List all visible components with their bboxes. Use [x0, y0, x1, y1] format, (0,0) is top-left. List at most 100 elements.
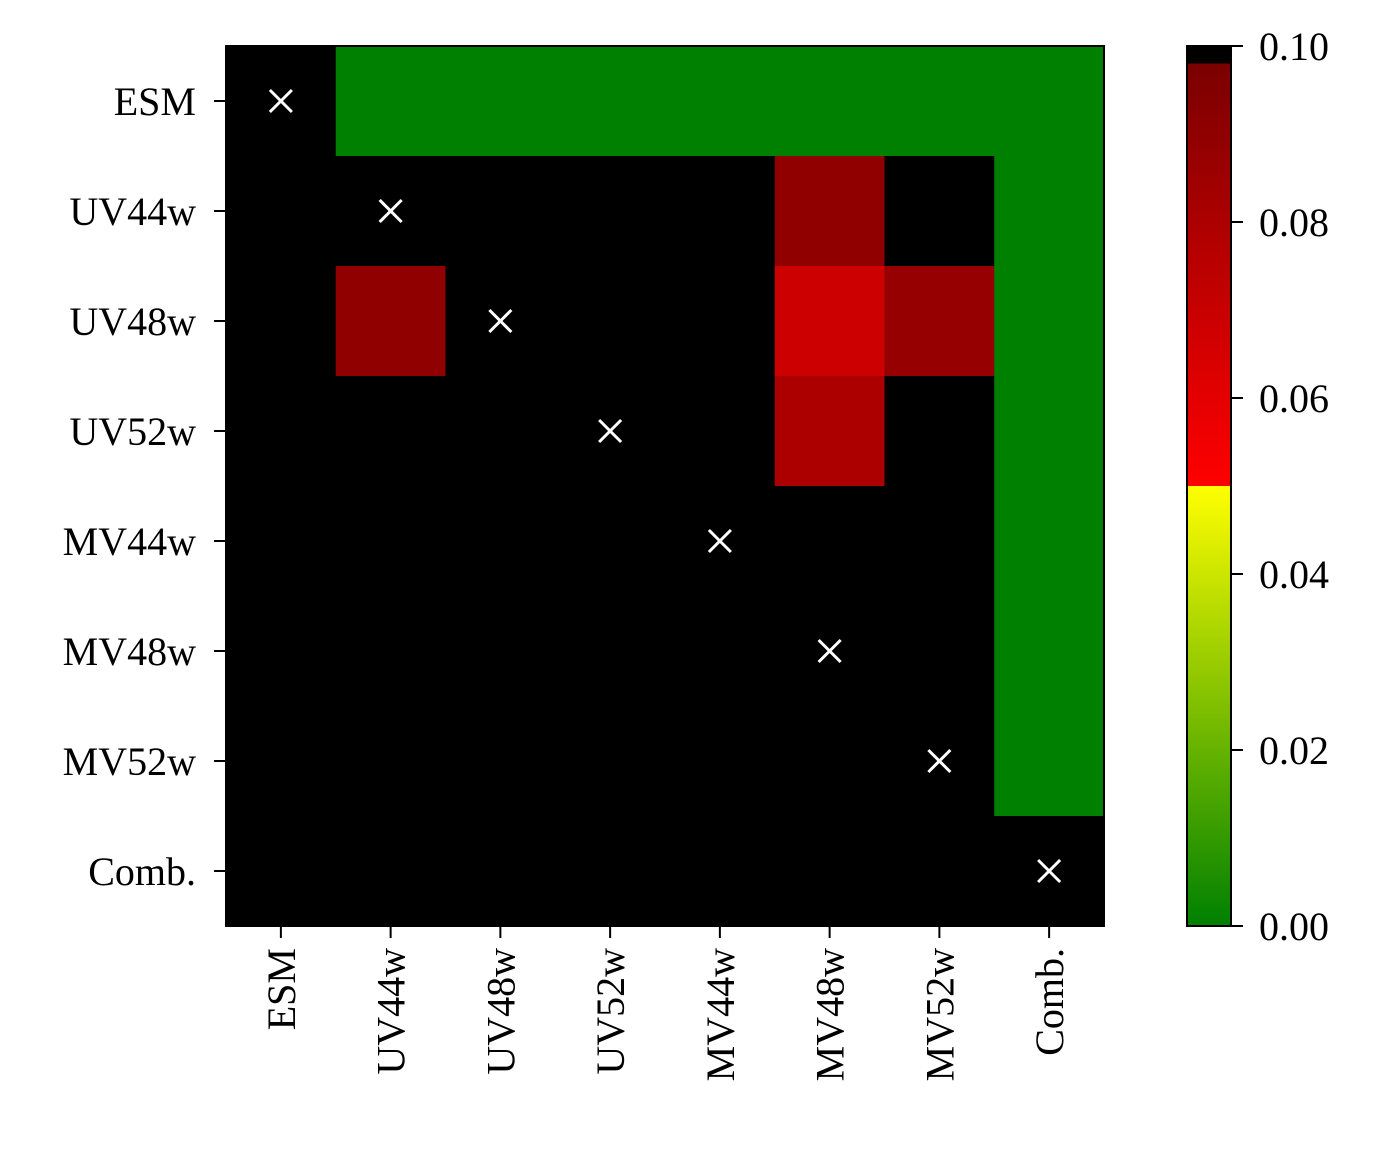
y-tick-label: UV44w	[69, 189, 196, 234]
heatmap-cell	[774, 156, 886, 267]
y-tick-label: Comb.	[88, 849, 196, 894]
marker-stroke	[707, 528, 732, 554]
colorbar: 0.00 0.02 0.04 0.06 0.08 0.10	[1186, 24, 1329, 949]
heatmap-cell	[884, 816, 995, 927]
heatmap-cell	[335, 46, 447, 157]
heatmap-cell	[335, 816, 447, 927]
diagonal-x-marker	[598, 418, 623, 444]
heatmap-cell	[445, 706, 556, 817]
y-tick-label: MV44w	[63, 519, 196, 564]
heatmap-cell	[774, 46, 886, 157]
y-tick-label: MV48w	[63, 629, 196, 674]
heatmap-cell	[226, 266, 337, 377]
marker-stroke	[378, 198, 403, 224]
heatmap-cell	[226, 706, 337, 817]
heatmap-cell	[555, 486, 666, 597]
heatmap-cell	[884, 486, 995, 597]
heatmap-cell	[884, 266, 995, 377]
heatmap-cell	[665, 156, 776, 267]
heatmap-cell	[445, 596, 556, 707]
heatmap-cell	[665, 596, 776, 707]
x-tick-label: Comb.	[1027, 948, 1072, 1056]
heatmap-cell	[774, 486, 886, 597]
heatmap-cell	[774, 376, 886, 487]
heatmap-cell	[555, 266, 666, 377]
y-tick-label: UV48w	[69, 299, 196, 344]
heatmap-cell	[994, 266, 1105, 377]
marker-stroke	[1037, 858, 1062, 884]
heatmap-cell	[226, 486, 337, 597]
plot-frame	[225, 45, 1105, 927]
marker-stroke	[817, 638, 842, 664]
colorbar-ticks: 0.00 0.02 0.04 0.06 0.08 0.10	[1231, 24, 1329, 949]
heatmap-cell	[555, 156, 666, 267]
heatmap-cell	[445, 376, 556, 487]
heatmap-cell	[994, 46, 1105, 157]
heatmap-cell	[884, 156, 995, 267]
heatmap-cell	[335, 706, 447, 817]
heatmap-cell	[335, 486, 447, 597]
heatmap-cell	[226, 596, 337, 707]
heatmap-cell	[665, 706, 776, 817]
heatmap-cell	[774, 266, 886, 377]
heatmap-cell	[994, 706, 1105, 817]
heatmap-cell	[994, 486, 1105, 597]
heatmap-cell	[665, 266, 776, 377]
heatmap-cells	[226, 46, 1105, 927]
colorbar-tick-label: 0.06	[1259, 376, 1329, 421]
colorbar-tick-label: 0.08	[1259, 200, 1329, 245]
x-tick-label: ESM	[259, 948, 304, 1030]
heatmap-cell	[555, 46, 666, 157]
heatmap-cell	[994, 156, 1105, 267]
colorbar-tick-label: 0.10	[1259, 24, 1329, 69]
heatmap-cell	[665, 816, 776, 927]
heatmap-cell	[994, 376, 1105, 487]
colorbar-tick-label: 0.04	[1259, 552, 1329, 597]
x-tick-label: UV48w	[478, 948, 523, 1075]
heatmap-cell	[335, 596, 447, 707]
x-tick-label: UV52w	[588, 948, 633, 1075]
heatmap-cell	[226, 156, 337, 267]
x-tick-label: MV52w	[917, 948, 962, 1081]
heatmap-cell	[665, 46, 776, 157]
marker-stroke	[927, 748, 952, 774]
y-tick-label: MV52w	[63, 739, 196, 784]
heatmap-cell	[445, 486, 556, 597]
diagonal-x-marker	[488, 308, 513, 334]
diagonal-x-marker	[378, 198, 403, 224]
colorbar-tick-label: 0.02	[1259, 728, 1329, 773]
heatmap-cell	[445, 46, 556, 157]
marker-stroke	[598, 418, 623, 444]
diagonal-x-marker	[707, 528, 732, 554]
heatmap-cell	[555, 596, 666, 707]
marker-stroke	[488, 308, 513, 334]
diagonal-x-marker	[1037, 858, 1062, 884]
heatmap-cell	[445, 156, 556, 267]
heatmap-cell	[335, 266, 447, 377]
x-tick-label: MV48w	[808, 948, 853, 1081]
y-tick-label: ESM	[114, 79, 196, 124]
heatmap-cell	[665, 376, 776, 487]
x-axis: ESM UV44w UV48w UV52w MV44w MV48w MV52w Comb.	[259, 926, 1072, 1081]
heatmap-cell	[226, 376, 337, 487]
heatmap-cell	[884, 46, 995, 157]
heatmap-cell	[994, 596, 1105, 707]
colorbar-tick-label: 0.00	[1259, 904, 1329, 949]
x-tick-label: UV44w	[369, 948, 414, 1075]
heatmap-cell	[445, 816, 556, 927]
marker-stroke	[268, 88, 293, 114]
colorbar-gradient	[1186, 45, 1232, 927]
x-tick-label: MV44w	[698, 948, 743, 1081]
heatmap-cell	[884, 376, 995, 487]
y-tick-label: UV52w	[69, 409, 196, 454]
heatmap-cell	[774, 816, 886, 927]
heatmap-cell	[774, 706, 886, 817]
diagonal-x-marker	[927, 748, 952, 774]
y-axis: ESM UV44w UV48w UV52w MV44w MV48w MV52w Comb.	[63, 79, 226, 894]
heatmap-cell	[555, 706, 666, 817]
diagonal-x-marker	[817, 638, 842, 664]
heatmap-cell	[335, 376, 447, 487]
heatmap-cell	[555, 816, 666, 927]
heatmap-cell	[884, 596, 995, 707]
